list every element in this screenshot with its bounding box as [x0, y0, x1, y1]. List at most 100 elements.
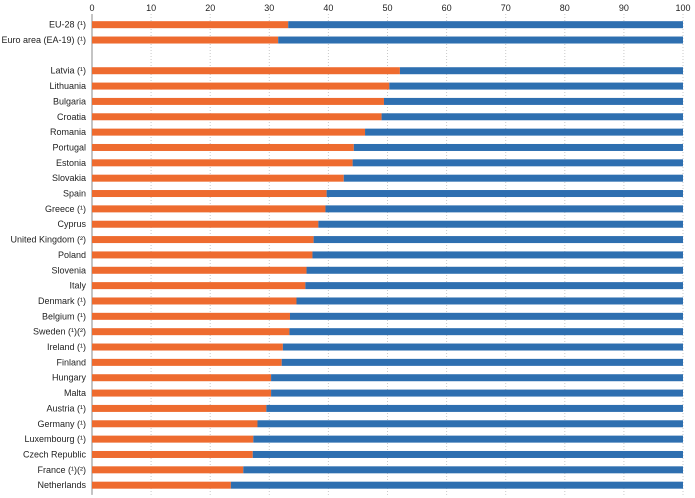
- bar-segment-1: [92, 435, 254, 443]
- bar-segment-2: [325, 205, 683, 213]
- category-label: Greece (¹): [45, 204, 86, 214]
- bar-segment-1: [92, 113, 382, 121]
- x-tick-label-10: 10: [146, 3, 156, 13]
- category-label: Finland: [56, 357, 86, 367]
- bar-segment-1: [92, 343, 283, 351]
- category-label: Romania: [50, 127, 86, 137]
- category-label: Italy: [69, 281, 86, 291]
- bar-segment-2: [278, 36, 683, 44]
- bar-segment-2: [365, 128, 683, 136]
- bar-segment-2: [326, 190, 683, 198]
- bar-segment-2: [271, 389, 683, 397]
- bar-segment-1: [92, 236, 314, 244]
- bar-segment-1: [92, 251, 313, 259]
- category-label: Poland: [58, 250, 86, 260]
- bar-segment-2: [389, 82, 683, 90]
- bar-segment-1: [92, 159, 353, 167]
- x-tick-label-70: 70: [501, 3, 511, 13]
- x-tick-label-20: 20: [205, 3, 215, 13]
- bar-segment-1: [92, 190, 327, 198]
- category-label: Austria (¹): [46, 403, 86, 413]
- bar-segment-1: [92, 82, 390, 90]
- bar-segment-1: [92, 374, 272, 382]
- bar-segment-1: [92, 450, 253, 458]
- x-tick-label-40: 40: [323, 3, 333, 13]
- bar-segment-2: [252, 450, 683, 458]
- bar-segment-2: [257, 420, 683, 428]
- x-tick-label-60: 60: [442, 3, 452, 13]
- category-label: Euro area (EA-19) (¹): [1, 35, 86, 45]
- bar-segment-2: [289, 328, 683, 336]
- x-axis-tick-labels: 0 10 20 30 40 50 60 70 80 90 100: [89, 3, 690, 13]
- bars: [92, 21, 683, 489]
- category-label: Sweden (¹)(²): [33, 327, 86, 337]
- category-label: United Kingdom (²): [10, 235, 86, 245]
- bar-segment-1: [92, 205, 326, 213]
- category-label: Slovenia: [51, 265, 86, 275]
- bar-segment-2: [313, 236, 683, 244]
- bar-segment-2: [318, 220, 683, 228]
- x-tick-label-50: 50: [382, 3, 392, 13]
- bar-segment-1: [92, 97, 384, 105]
- bar-segment-1: [92, 128, 366, 136]
- x-tick-label-0: 0: [89, 3, 94, 13]
- bar-segment-1: [92, 282, 306, 290]
- bar-segment-2: [271, 374, 683, 382]
- category-label: Bulgaria: [53, 96, 86, 106]
- bar-segment-1: [92, 266, 307, 274]
- bar-segment-2: [296, 297, 683, 305]
- bar-segment-1: [92, 420, 258, 428]
- category-label: Hungary: [52, 373, 87, 383]
- bar-segment-1: [92, 297, 297, 305]
- category-label: Luxembourg (¹): [24, 434, 86, 444]
- bar-segment-2: [289, 312, 683, 320]
- bar-segment-1: [92, 466, 244, 474]
- bar-segment-2: [230, 481, 683, 489]
- bar-segment-1: [92, 143, 354, 151]
- category-label: Lithuania: [49, 81, 86, 91]
- category-labels: EU-28 (¹) Euro area (EA-19) (¹) Latvia (¹)…: [1, 20, 87, 490]
- bar-segment-1: [92, 36, 279, 44]
- bar-segment-1: [92, 358, 282, 366]
- category-label: Czech Republic: [23, 449, 87, 459]
- bar-segment-2: [305, 282, 683, 290]
- bar-segment-2: [282, 343, 683, 351]
- category-label: Portugal: [52, 142, 86, 152]
- bar-segment-2: [253, 435, 683, 443]
- category-label: France (¹)(²): [38, 465, 87, 475]
- bar-segment-1: [92, 481, 231, 489]
- category-label: Cyprus: [57, 219, 86, 229]
- category-label: Denmark (¹): [38, 296, 86, 306]
- bar-segment-1: [92, 220, 319, 228]
- bar-segment-1: [92, 404, 267, 412]
- category-label: Malta: [64, 388, 86, 398]
- category-label: Spain: [63, 189, 86, 199]
- bar-segment-2: [243, 466, 683, 474]
- category-label: Ireland (¹): [47, 342, 86, 352]
- category-label: EU-28 (¹): [49, 20, 86, 30]
- bar-segment-2: [266, 404, 683, 412]
- bar-segment-1: [92, 174, 344, 182]
- category-label: Netherlands: [37, 480, 86, 490]
- x-tick-label-100: 100: [675, 3, 690, 13]
- category-label: Latvia (¹): [50, 66, 86, 76]
- bar-segment-1: [92, 67, 400, 75]
- bar-segment-2: [353, 143, 683, 151]
- bar-segment-2: [381, 113, 683, 121]
- category-label: Estonia: [56, 158, 86, 168]
- bar-segment-1: [92, 328, 290, 336]
- bar-segment-1: [92, 389, 272, 397]
- bar-segment-2: [343, 174, 683, 182]
- x-tick-label-80: 80: [560, 3, 570, 13]
- category-label: Germany (¹): [37, 419, 86, 429]
- x-tick-label-90: 90: [619, 3, 629, 13]
- bar-segment-2: [312, 251, 683, 259]
- bar-segment-1: [92, 21, 289, 29]
- bar-segment-2: [306, 266, 683, 274]
- category-label: Croatia: [57, 112, 86, 122]
- category-label: Belgium (¹): [42, 311, 86, 321]
- category-label: Slovakia: [52, 173, 86, 183]
- bar-segment-2: [383, 97, 683, 105]
- bar-segment-2: [281, 358, 683, 366]
